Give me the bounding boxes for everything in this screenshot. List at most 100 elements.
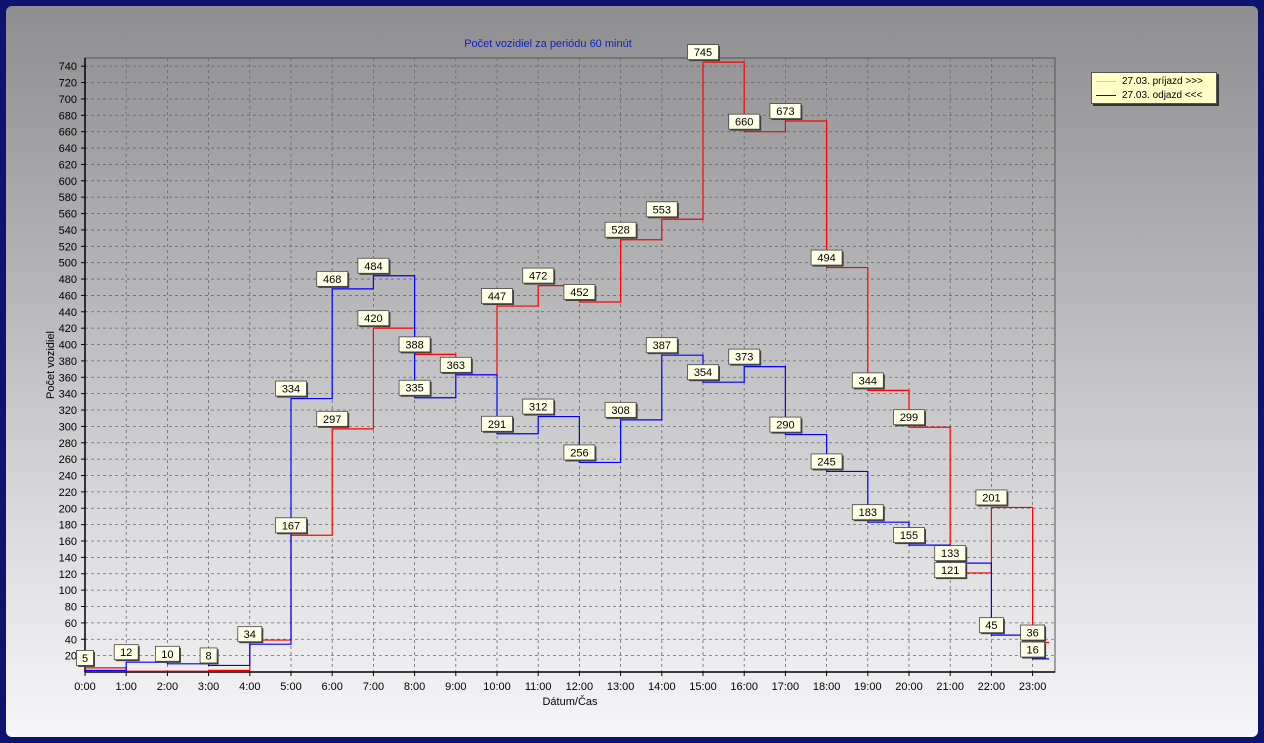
y-tick-label: 200 [59, 503, 77, 515]
y-tick-label: 340 [59, 389, 77, 401]
data-label-box [728, 348, 761, 365]
data-label-box [522, 267, 555, 284]
data-label-box [481, 288, 513, 304]
y-tick-label: 100 [59, 585, 77, 597]
y-tick-label: 400 [59, 340, 77, 352]
y-tick-label: 700 [59, 94, 77, 106]
legend-swatch-arrival [1096, 80, 1116, 82]
x-tick-label: 8:00 [404, 681, 425, 693]
data-label-box [934, 545, 967, 562]
y-tick-label: 260 [59, 454, 77, 466]
data-label: 344 [859, 375, 877, 387]
chart-window [6, 6, 1258, 737]
x-tick-label: 1:00 [115, 681, 136, 693]
data-label-box [199, 647, 218, 664]
data-label: 299 [900, 412, 918, 424]
x-tick-label: 19:00 [854, 681, 882, 693]
y-tick-label: 520 [59, 241, 77, 253]
y-tick-label: 660 [59, 127, 77, 139]
legend-swatch-departure [1096, 94, 1116, 96]
y-tick-label: 480 [59, 274, 77, 286]
data-label-box [769, 103, 802, 119]
x-tick-label: 0:00 [74, 681, 95, 693]
data-label: 468 [323, 274, 341, 286]
x-tick-label: 10:00 [483, 681, 511, 693]
y-tick-label: 740 [59, 61, 77, 73]
data-label: 452 [570, 287, 588, 299]
y-tick-label: 320 [59, 405, 77, 417]
y-tick-label: 680 [59, 110, 77, 122]
data-label-box [810, 249, 843, 266]
data-label-box [357, 310, 390, 327]
data-label: 528 [611, 225, 629, 237]
y-tick-label: 180 [59, 520, 77, 532]
data-label-box [1020, 624, 1045, 641]
legend-label-arrival: 27.03. príjazd >>> [1122, 76, 1203, 87]
data-label: 121 [941, 565, 959, 577]
data-label-box [934, 562, 967, 579]
y-tick-label: 360 [59, 372, 77, 384]
data-label: 745 [694, 47, 712, 59]
x-tick-label: 22:00 [978, 681, 1006, 693]
y-tick-label: 280 [59, 438, 77, 450]
departure-step-line [85, 275, 1050, 671]
data-label: 167 [282, 520, 300, 532]
data-label: 290 [776, 420, 794, 432]
data-label-box [851, 372, 884, 389]
y-tick-label: 240 [59, 471, 77, 483]
data-label: 8 [206, 650, 212, 662]
y-tick-label: 80 [65, 602, 77, 614]
x-tick-label: 17:00 [772, 681, 800, 693]
y-tick-label: 600 [59, 176, 77, 188]
y-tick-label: 120 [59, 569, 77, 581]
data-label: 201 [982, 492, 1000, 504]
x-tick-label: 4:00 [239, 681, 260, 693]
data-label-box [275, 517, 307, 534]
y-tick-label: 300 [59, 421, 77, 433]
data-label-box [687, 44, 719, 60]
data-label-box [728, 113, 761, 130]
x-tick-label: 13:00 [607, 681, 635, 693]
data-label: 256 [570, 447, 588, 459]
data-label-box [237, 626, 263, 643]
data-label-box [398, 379, 431, 396]
x-tick-label: 11:00 [525, 681, 552, 693]
data-label: 354 [694, 367, 712, 379]
y-tick-label: 20 [65, 651, 77, 663]
data-label-box [275, 380, 307, 397]
y-tick-label: 540 [59, 225, 77, 237]
legend-item-departure: 27.03. odjazd <<< [1096, 89, 1202, 103]
y-axis-label: Počet vozidiel [45, 331, 57, 399]
legend-item-arrival: 27.03. príjazd >>> [1096, 75, 1203, 89]
y-tick-label: 60 [65, 618, 77, 630]
data-label-box [687, 364, 719, 381]
data-label-box [851, 504, 884, 521]
data-label: 10 [161, 649, 173, 661]
data-label: 297 [323, 414, 341, 426]
data-label-box [563, 284, 596, 300]
data-label-box [1020, 641, 1045, 658]
chart-legend: 27.03. príjazd >>> 27.03. odjazd <<< [1091, 72, 1217, 104]
x-tick-label: 16:00 [730, 681, 758, 693]
data-label-box [563, 444, 596, 461]
data-label-box [357, 257, 390, 274]
data-label: 484 [364, 261, 382, 273]
y-tick-label: 460 [59, 290, 77, 302]
x-tick-label: 12:00 [566, 681, 594, 693]
data-label-box [316, 410, 349, 427]
data-label: 472 [529, 271, 547, 283]
y-tick-label: 580 [59, 192, 77, 204]
y-tick-label: 720 [59, 78, 77, 90]
legend-label-departure: 27.03. odjazd <<< [1122, 90, 1203, 101]
data-label: 334 [282, 384, 300, 396]
data-label: 387 [653, 340, 671, 352]
data-label: 553 [653, 204, 671, 216]
data-label-box [979, 617, 1004, 634]
data-label: 335 [405, 383, 423, 395]
data-label: 308 [611, 405, 629, 417]
y-tick-label: 500 [59, 258, 77, 270]
data-label-box [522, 398, 555, 415]
data-label: 363 [447, 360, 465, 372]
y-tick-label: 640 [59, 143, 77, 155]
